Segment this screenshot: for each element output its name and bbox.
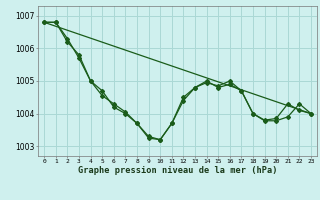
X-axis label: Graphe pression niveau de la mer (hPa): Graphe pression niveau de la mer (hPa) <box>78 166 277 175</box>
